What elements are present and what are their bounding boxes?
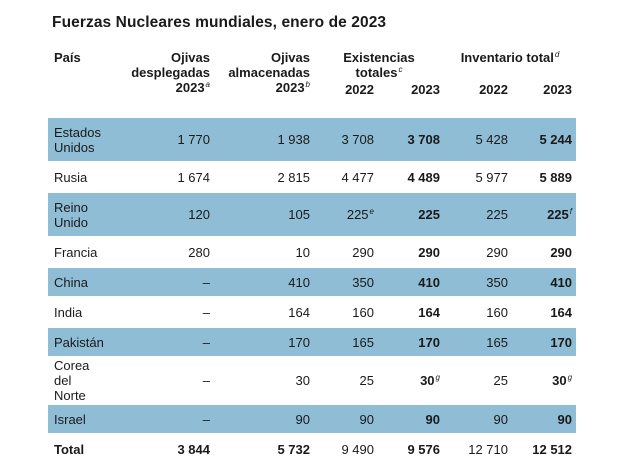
deployed-cell: 120 [114,193,214,236]
deployed-cell: 1 770 [114,118,214,161]
inv-2023-cell: 5 244 [512,118,577,161]
inv-2023-cell: 5 889 [539,169,573,185]
table-row: Estados Unidos 1 770 1 938 3 708 3 708 5 … [48,118,577,161]
deployed-cell: 280 [188,244,210,260]
stored-cell: 410 [214,268,314,296]
deployed-cell: – [114,405,214,433]
table-row: Reino Unido 120 105 225e 225 225 225f [48,193,577,236]
stock-2023-cell: 90 [378,405,444,433]
inv-2022-cell: 90 [444,405,512,433]
country-cell: Estados Unidos [48,118,114,161]
stored-cell: 2 815 [277,169,310,185]
deployed-cell: – [114,328,214,356]
stock-2022-cell: 350 [314,268,378,296]
total-stock-2022: 9 490 [341,441,374,457]
country-cell: Israel [48,405,114,433]
inv-2022-cell: 225 [444,193,512,236]
stock-2023-cell: 3 708 [378,118,444,161]
stock-2023-cell: 170 [378,328,444,356]
country-cell: Francia [54,244,98,260]
header-stockpile: Existencias totalesc [343,50,415,80]
country-cell: Reino Unido [48,193,114,236]
inv-2023-cell: 410 [512,268,577,296]
country-cell: India [54,304,83,320]
stock-2023-cell: 225 [378,193,444,236]
inv-2023-cell: 30g [552,372,573,388]
total-row: Total 3 844 5 732 9 490 9 576 12 710 12 … [48,435,576,463]
stored-cell: 90 [214,405,314,433]
stock-2023-cell: 290 [418,244,440,260]
stock-2023-cell: 4 489 [407,169,440,185]
stock-2023-cell: 410 [378,268,444,296]
nuclear-forces-table: País Ojivas desplegadas 2023a Ojivas alm… [48,48,577,463]
inv-2022-cell: 165 [444,328,512,356]
table-row: China – 410 350 410 350 410 [48,268,577,296]
inv-2023-cell: 170 [512,328,577,356]
header-deployed: Ojivas desplegadas 2023a [131,50,210,95]
stock-2022-cell: 160 [352,304,374,320]
stock-2023-cell: 164 [418,304,440,320]
country-cell: Corea del Norte [54,358,90,403]
stock-2022-cell: 290 [352,244,374,260]
inv-2022-cell: 5 977 [475,169,508,185]
inv-2022-cell: 350 [444,268,512,296]
stock-2022-cell: 90 [314,405,378,433]
inv-2023-cell: 225f [512,193,577,236]
stored-cell: 10 [295,244,310,260]
header-stock-2023: 2023 [411,82,440,97]
inv-2022-cell: 160 [486,304,508,320]
table-row: Corea del Norte – 30 25 30g 25 30g [48,358,576,403]
total-inv-2022: 12 710 [468,441,508,457]
inv-2023-cell: 90 [512,405,577,433]
inv-2022-cell: 5 428 [444,118,512,161]
country-cell: China [48,268,114,296]
table-title: Fuerzas Nucleares mundiales, enero de 20… [52,14,387,31]
header-country: País [54,50,81,65]
inv-2022-cell: 290 [486,244,508,260]
header-inventory: Inventario totald [460,49,560,65]
header-inv-2023: 2023 [543,82,573,97]
stored-cell: 1 938 [214,118,314,161]
stock-2022-cell: 4 477 [341,169,374,185]
header-stored: Ojivas almacenadas 2023b [228,50,310,95]
inv-2022-cell: 25 [493,373,508,388]
country-cell: Rusia [54,169,88,185]
deployed-cell: – [114,268,214,296]
total-label: Total [54,441,85,457]
table-row: Rusia 1 674 2 815 4 477 4 489 5 977 5 88… [48,163,576,191]
stock-2022-cell: 25 [359,373,374,388]
total-stored: 5 732 [277,441,310,457]
deployed-cell: – [202,304,210,320]
stored-cell: 105 [214,193,314,236]
header-stock-2022: 2022 [345,82,374,97]
stock-2022-cell: 3 708 [314,118,378,161]
country-cell: Pakistán [48,328,114,356]
total-inv-2023: 12 512 [532,441,573,457]
stored-cell: 164 [288,304,310,320]
stock-2022-cell: 165 [314,328,378,356]
stock-2022-cell: 225e [314,193,378,236]
deployed-cell: – [202,373,210,388]
total-deployed: 3 844 [177,441,210,457]
table-row: Francia 280 10 290 290 290 290 [48,238,576,266]
inv-2023-cell: 290 [550,244,573,260]
stored-cell: 170 [214,328,314,356]
header-inv-2022: 2022 [479,82,508,97]
table-row: Israel – 90 90 90 90 90 [48,405,577,433]
inv-2023-cell: 164 [550,304,573,320]
total-stock-2023: 9 576 [407,441,440,457]
table-row: Pakistán – 170 165 170 165 170 [48,328,577,356]
table-row: India – 164 160 164 160 164 [48,298,576,326]
stock-2023-cell: 30g [420,372,440,388]
stored-cell: 30 [295,373,310,388]
deployed-cell: 1 674 [177,169,210,185]
